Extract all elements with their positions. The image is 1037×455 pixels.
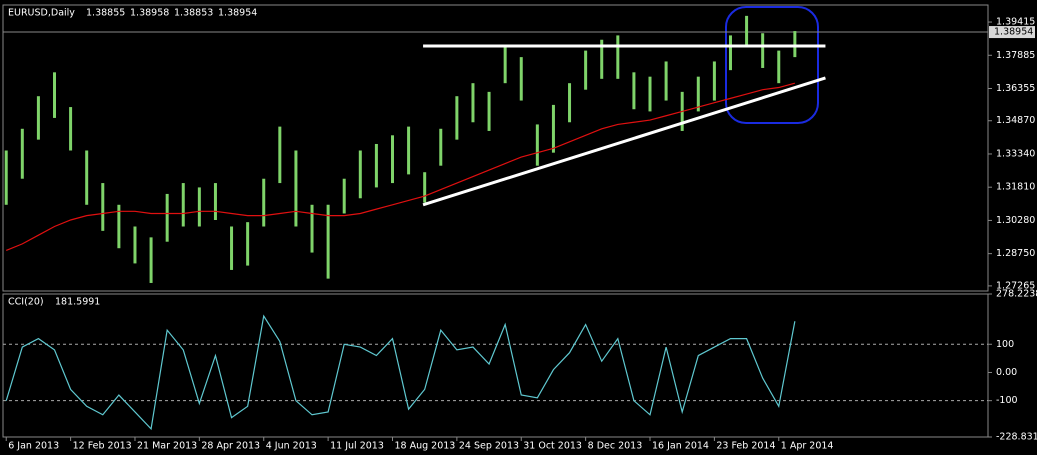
price-label: 1.38954 bbox=[994, 27, 1033, 38]
y-tick-label: -100 bbox=[996, 395, 1018, 406]
x-tick-label: 31 Oct 2013 bbox=[523, 441, 582, 452]
trendline bbox=[422, 76, 826, 207]
y-tick-label: 278.2238 bbox=[996, 289, 1037, 300]
y-tick-label: 0.00 bbox=[996, 367, 1017, 378]
x-tick-label: 6 Jan 2013 bbox=[8, 441, 59, 452]
y-tick-label: 1.39415 bbox=[996, 17, 1035, 28]
x-tick-label: 18 Aug 2013 bbox=[394, 441, 455, 452]
cci-value: 181.5991 bbox=[55, 297, 100, 308]
x-tick-label: 1 Apr 2014 bbox=[781, 441, 834, 452]
y-tick-label: 1.36355 bbox=[996, 83, 1035, 94]
cci-title: CCI(20) bbox=[8, 297, 44, 308]
y-tick-label: 100 bbox=[996, 339, 1014, 350]
y-tick-label: 1.27265 bbox=[996, 280, 1035, 291]
x-tick-label: 8 Dec 2013 bbox=[588, 441, 643, 452]
y-tick-label: 1.30280 bbox=[996, 215, 1035, 226]
x-tick-label: 28 Apr 2013 bbox=[201, 441, 260, 452]
quote-value: 1.38855 bbox=[86, 8, 125, 19]
y-tick-label: 1.31810 bbox=[996, 182, 1035, 193]
price-pane bbox=[2, 4, 989, 292]
quote-value: 1.38853 bbox=[174, 8, 213, 19]
x-tick-label: 11 Jul 2013 bbox=[330, 441, 384, 452]
y-tick-label: -228.8311 bbox=[996, 432, 1037, 443]
cci-line bbox=[5, 314, 796, 431]
x-tick-label: 4 Jun 2013 bbox=[266, 441, 317, 452]
price-title: EURUSD,Daily bbox=[8, 8, 75, 19]
y-tick-label: 1.33340 bbox=[996, 148, 1035, 159]
moving-average bbox=[5, 82, 796, 251]
x-tick-label: 16 Jan 2014 bbox=[652, 441, 709, 452]
quote-value: 1.38958 bbox=[130, 8, 169, 19]
y-tick-label: 1.37885 bbox=[996, 50, 1035, 61]
highlight-box bbox=[725, 6, 819, 124]
x-tick-label: 24 Sep 2013 bbox=[459, 441, 519, 452]
cci-pane bbox=[2, 293, 989, 438]
y-tick-label: 1.34870 bbox=[996, 115, 1035, 126]
x-tick-label: 12 Feb 2013 bbox=[73, 441, 132, 452]
x-tick-label: 23 Feb 2014 bbox=[716, 441, 775, 452]
quote-value: 1.38954 bbox=[218, 8, 257, 19]
y-tick-label: 1.28750 bbox=[996, 248, 1035, 259]
price-label-box bbox=[989, 26, 1035, 39]
x-tick-label: 21 Mar 2013 bbox=[137, 441, 197, 452]
